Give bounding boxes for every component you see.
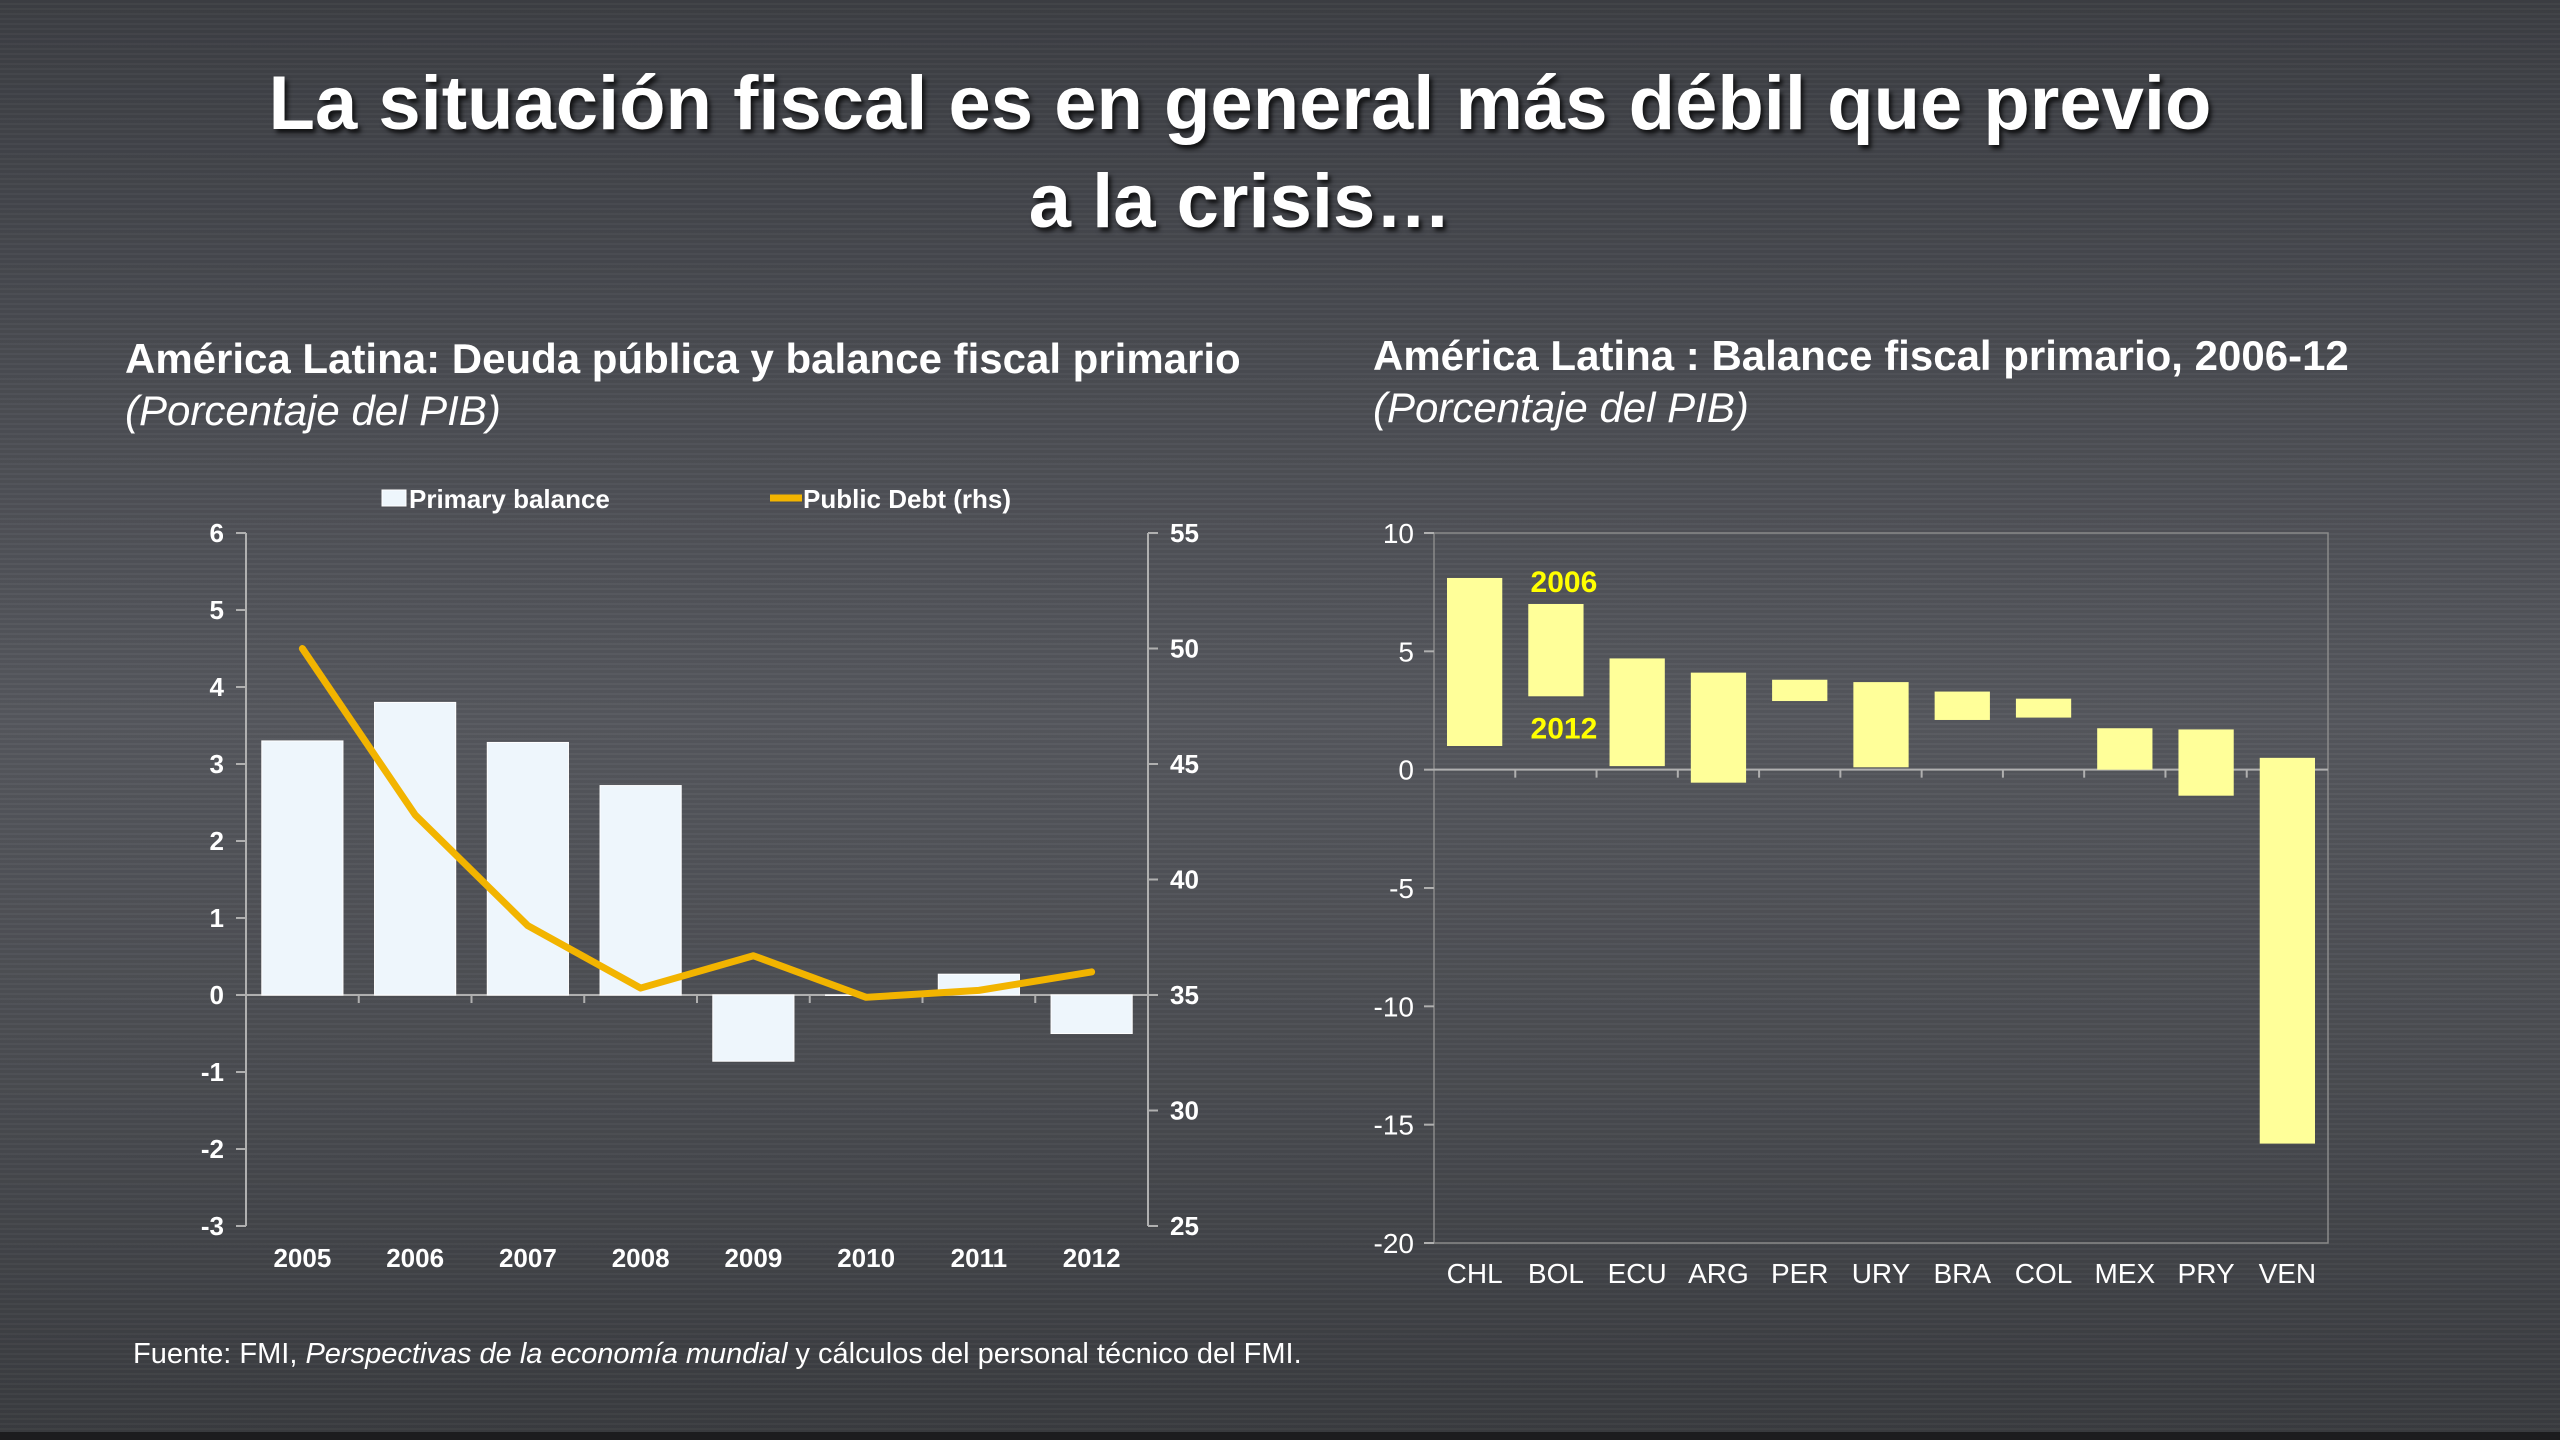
y-tick-label: -1 [201, 1057, 224, 1087]
source-prefix: Fuente: FMI, [133, 1338, 306, 1370]
primary-balance-bar [599, 785, 682, 996]
y-tick-label: 6 [210, 518, 224, 548]
balance-change-bar [1447, 577, 1503, 746]
balance-change-bar [1690, 672, 1747, 783]
annotation-2012: 2012 [1531, 712, 1598, 745]
primary-balance-bar [1050, 994, 1133, 1034]
right-chart-title: América Latina : Balance fiscal primario… [1373, 332, 2349, 379]
y-tick-label: -2 [201, 1134, 224, 1164]
x-tick-label: 2012 [1063, 1243, 1121, 1273]
balance-change-bar [1934, 691, 1990, 720]
y2-tick-label: 50 [1170, 634, 1199, 664]
y2-tick-label: 45 [1170, 749, 1199, 779]
balance-change-bar [2015, 698, 2072, 718]
source-note: Fuente: FMI, Perspectivas de la economía… [133, 1338, 1302, 1371]
x-tick-label: ECU [1608, 1258, 1667, 1289]
x-tick-label: 2008 [612, 1243, 670, 1273]
x-tick-label: PER [1771, 1258, 1829, 1289]
y-tick-label: 10 [1383, 518, 1414, 549]
y2-tick-label: 30 [1170, 1096, 1199, 1126]
right-chart-annotations: 2006 2012 [1531, 566, 1598, 745]
left-chart-bars [261, 701, 1133, 1062]
left-chart-debt-line [298, 645, 1096, 1001]
x-tick-label: COL [2015, 1258, 2073, 1289]
x-tick-label: URY [1852, 1258, 1911, 1289]
y2-tick-label: 25 [1170, 1211, 1199, 1241]
y2-tick-label: 55 [1170, 518, 1199, 548]
x-tick-label: MEX [2094, 1258, 2155, 1289]
right-chart-tick-labels: -20 -15 -10 -5 0 5 10 CHL BOL ECU ARG PER URY BRA COL M… [1374, 518, 2317, 1289]
balance-change-bar [2097, 728, 2153, 770]
balance-change-bar [2259, 757, 2315, 1144]
y-tick-label: 2 [210, 826, 224, 856]
y-tick-label: -3 [201, 1211, 224, 1241]
y-tick-label: -15 [1374, 1110, 1414, 1141]
x-tick-label: 2010 [837, 1243, 895, 1273]
x-tick-label: ARG [1688, 1258, 1749, 1289]
y-tick-label: 1 [210, 903, 224, 933]
balance-change-bar [1609, 658, 1665, 767]
y2-tick-label: 35 [1170, 980, 1199, 1010]
bottom-band [0, 1432, 2560, 1440]
y-tick-label: 0 [210, 980, 224, 1010]
right-chart-subtitle: (Porcentaje del PIB) [1373, 384, 1749, 431]
legend-label-public-debt: Public Debt (rhs) [803, 484, 1011, 514]
public-debt-line [298, 645, 1096, 1001]
primary-balance-bar [486, 741, 569, 996]
y-tick-label: -5 [1389, 873, 1414, 904]
y-tick-label: -20 [1374, 1228, 1414, 1259]
x-tick-label: 2005 [273, 1243, 331, 1273]
x-tick-label: BOL [1528, 1258, 1584, 1289]
left-chart-legend: Primary balance Public Debt (rhs) [381, 484, 1011, 514]
slide-title: La situación fiscal es en general más dé… [130, 55, 2350, 251]
source-publication: Perspectivas de la economía mundial [305, 1338, 788, 1370]
slide-title-line-1: La situación fiscal es en general más dé… [268, 61, 2212, 146]
y-tick-label: -10 [1374, 991, 1414, 1022]
primary-balance-bar [712, 994, 795, 1062]
left-chart-subtitle: (Porcentaje del PIB) [125, 387, 501, 434]
x-tick-label: 2011 [951, 1243, 1007, 1273]
primary-balance-bar [261, 740, 344, 996]
slide-title-line-2: a la crisis… [1028, 159, 1452, 244]
legend-swatch-primary-balance [381, 489, 407, 507]
balance-change-bar [1528, 604, 1584, 697]
x-tick-label: BRA [1933, 1258, 1991, 1289]
x-tick-label: 2009 [724, 1243, 782, 1273]
balance-change-bar [1853, 682, 1909, 768]
y-tick-label: 4 [210, 672, 225, 702]
annotation-2006: 2006 [1531, 566, 1598, 599]
y-tick-label: 0 [1398, 755, 1414, 786]
y-tick-label: 3 [210, 749, 224, 779]
x-tick-label: PRY [2178, 1258, 2235, 1289]
x-tick-label: VEN [2259, 1258, 2317, 1289]
x-tick-label: CHL [1447, 1258, 1503, 1289]
y-tick-label: 5 [210, 595, 224, 625]
source-suffix: y cálculos del personal técnico del FMI. [787, 1338, 1302, 1370]
balance-change-bar [1772, 679, 1828, 702]
y-tick-label: 5 [1398, 636, 1414, 667]
balance-change-bar [2178, 729, 2234, 796]
x-tick-label: 2006 [386, 1243, 444, 1273]
y2-tick-label: 40 [1170, 865, 1199, 895]
primary-balance-bar [374, 701, 457, 996]
legend-label-primary-balance: Primary balance [409, 484, 610, 514]
x-tick-label: 2007 [499, 1243, 557, 1273]
right-chart-bars [1447, 577, 2315, 1144]
left-chart-title: América Latina: Deuda pública y balance … [125, 335, 1241, 382]
